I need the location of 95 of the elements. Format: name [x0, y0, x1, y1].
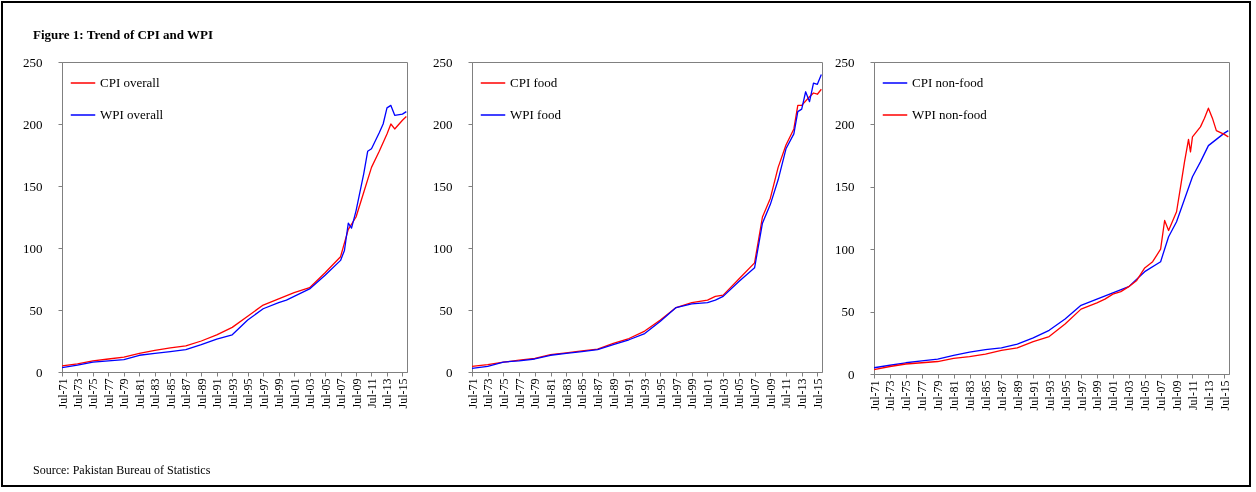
x-tick-label: Jul-77 [512, 378, 527, 409]
x-tick-label: Jul-83 [559, 378, 574, 409]
x-tick-label: Jul-95 [653, 378, 668, 409]
legend-label: CPI overall [100, 75, 160, 90]
x-tick-label: Jul-03 [1122, 380, 1137, 411]
x-tick-label: Jul-73 [883, 380, 898, 411]
x-tick-label: Jul-11 [1185, 380, 1200, 411]
x-tick-label: Jul-89 [1010, 380, 1025, 411]
x-tick-label: Jul-79 [528, 378, 543, 409]
x-tick-label: Jul-87 [994, 380, 1009, 411]
x-tick-label: Jul-91 [622, 378, 637, 409]
x-tick-label: Jul-13 [1201, 380, 1216, 411]
y-tick-label: 0 [848, 366, 855, 382]
y-tick-label: 200 [433, 116, 453, 132]
x-tick-label: Jul-81 [132, 378, 147, 409]
x-tick-label: Jul-99 [685, 378, 700, 409]
x-tick-label: Jul-05 [318, 378, 333, 409]
x-tick-label: Jul-15 [810, 378, 825, 409]
x-tick-label: Jul-91 [210, 378, 225, 409]
x-tick-label: Jul-13 [795, 378, 810, 409]
x-tick-label: Jul-09 [349, 378, 364, 409]
y-tick-label: 250 [23, 54, 43, 70]
x-tick-label: Jul-93 [638, 378, 653, 409]
y-tick-label: 50 [841, 304, 855, 320]
y-tick-label: 100 [23, 240, 43, 256]
x-tick-label: Jul-15 [395, 378, 410, 409]
y-tick-label: 0 [446, 364, 453, 380]
x-tick-label: Jul-95 [1058, 380, 1073, 411]
x-tick-label: Jul-03 [716, 378, 731, 409]
y-tick-label: 100 [835, 241, 855, 257]
y-tick-label: 250 [835, 54, 855, 70]
legend-label: CPI food [510, 75, 558, 90]
y-tick-label: 50 [29, 302, 43, 318]
x-tick-label: Jul-09 [763, 378, 778, 409]
x-tick-label: Jul-11 [365, 378, 379, 409]
chart-title: Figure 1: Trend of CPI and WPI [33, 27, 214, 43]
x-tick-label: Jul-81 [544, 378, 559, 409]
x-tick-label: Jul-71 [465, 378, 480, 409]
y-tick-label: 50 [439, 302, 453, 318]
x-tick-label: Jul-15 [1217, 380, 1232, 411]
y-tick-label: 200 [23, 116, 43, 132]
x-tick-label: Jul-79 [117, 378, 132, 409]
x-tick-label: Jul-73 [70, 378, 85, 409]
x-tick-label: Jul-01 [287, 378, 302, 409]
x-tick-label: Jul-99 [1090, 380, 1105, 411]
x-tick-label: Jul-93 [1042, 380, 1057, 411]
x-tick-label: Jul-77 [101, 378, 116, 409]
x-tick-label: Jul-87 [591, 378, 606, 409]
x-tick-label: Jul-01 [1106, 380, 1121, 411]
x-tick-label: Jul-71 [55, 378, 70, 409]
x-tick-label: Jul-73 [481, 378, 496, 409]
x-tick-label: Jul-97 [256, 378, 271, 409]
x-tick-label: Jul-75 [86, 378, 101, 409]
x-tick-label: Jul-07 [1154, 380, 1169, 411]
y-tick-label: 250 [433, 54, 453, 70]
x-tick-label: Jul-75 [496, 378, 511, 409]
x-tick-label: Jul-95 [241, 378, 256, 409]
x-tick-label: Jul-13 [380, 378, 395, 409]
x-tick-label: Jul-05 [1138, 380, 1153, 411]
x-tick-label: Jul-05 [732, 378, 747, 409]
x-tick-label: Jul-71 [867, 380, 882, 411]
x-tick-label: Jul-85 [163, 378, 178, 409]
x-tick-label: Jul-03 [303, 378, 318, 409]
y-tick-label: 150 [23, 178, 43, 194]
x-tick-label: Jul-09 [1170, 380, 1185, 411]
x-tick-label: Jul-97 [669, 378, 684, 409]
x-tick-label: Jul-93 [225, 378, 240, 409]
source-note: Source: Pakistan Bureau of Statistics [33, 463, 211, 478]
y-tick-label: 150 [835, 179, 855, 195]
x-tick-label: Jul-07 [748, 378, 763, 409]
legend-label: WPI food [510, 107, 562, 122]
x-tick-label: Jul-07 [334, 378, 349, 409]
x-tick-label: Jul-79 [931, 380, 946, 411]
x-tick-label: Jul-81 [947, 380, 962, 411]
x-tick-label: Jul-83 [963, 380, 978, 411]
x-tick-label: Jul-11 [779, 378, 794, 409]
x-tick-label: Jul-85 [978, 380, 993, 411]
x-tick-label: Jul-87 [179, 378, 194, 409]
y-tick-label: 100 [433, 240, 453, 256]
x-tick-label: Jul-75 [899, 380, 914, 411]
legend-label: WPI overall [100, 107, 164, 122]
legend-label: WPI non-food [912, 107, 988, 122]
x-tick-label: Jul-77 [915, 380, 930, 411]
x-tick-label: Jul-83 [148, 378, 163, 409]
y-tick-label: 200 [835, 116, 855, 132]
x-tick-label: Jul-97 [1074, 380, 1089, 411]
y-tick-label: 150 [433, 178, 453, 194]
x-tick-label: Jul-85 [575, 378, 590, 409]
x-tick-label: Jul-01 [701, 378, 715, 409]
legend-label: CPI non-food [912, 75, 984, 90]
x-tick-label: Jul-99 [272, 378, 287, 409]
x-tick-label: Jul-91 [1026, 380, 1041, 411]
y-tick-label: 0 [36, 364, 43, 380]
x-tick-label: Jul-89 [194, 378, 209, 409]
x-tick-label: Jul-89 [606, 378, 621, 409]
